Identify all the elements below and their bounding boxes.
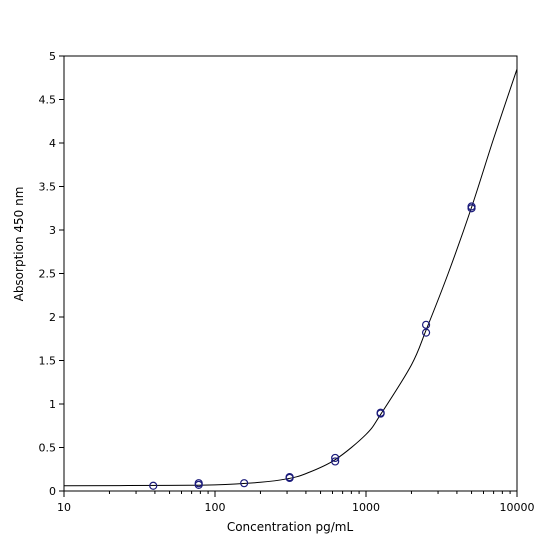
data-point bbox=[285, 472, 294, 482]
fit-curve bbox=[63, 68, 518, 487]
x-axis: 10 100 1000 10000 bbox=[57, 491, 535, 514]
data-point bbox=[376, 408, 385, 417]
y-tick-label: 1.5 bbox=[39, 355, 57, 368]
data-point bbox=[421, 328, 431, 337]
plot-frame bbox=[63, 55, 518, 492]
y-tick-label: 2.5 bbox=[39, 268, 57, 281]
x-axis-title: Concentration pg/mL bbox=[227, 520, 354, 534]
data-point bbox=[331, 457, 340, 466]
y-axis: 0 0.5 1 1.5 2 2.5 3 3.5 4 4.5 5 bbox=[39, 50, 64, 498]
data-points-layer bbox=[149, 202, 476, 490]
y-tick-label: 0.5 bbox=[39, 442, 57, 455]
fit-curve-layer bbox=[63, 68, 518, 487]
y-tick-label: 1 bbox=[49, 398, 56, 411]
data-point bbox=[467, 202, 476, 211]
x-tick-label: 100 bbox=[205, 501, 226, 514]
data-point bbox=[194, 479, 203, 488]
y-tick-label: 5 bbox=[49, 50, 56, 63]
data-point bbox=[149, 481, 158, 490]
x-tick-label: 10000 bbox=[500, 501, 535, 514]
y-tick-label: 3 bbox=[49, 224, 56, 237]
y-tick-label: 4 bbox=[49, 137, 56, 150]
y-tick-label: 2 bbox=[49, 311, 56, 324]
data-point bbox=[240, 479, 249, 488]
data-point bbox=[331, 453, 340, 463]
y-tick-label: 0 bbox=[49, 485, 56, 498]
data-point bbox=[421, 320, 431, 329]
x-tick-label: 1000 bbox=[352, 501, 380, 514]
y-axis-title: Absorption 450 nm bbox=[12, 187, 26, 302]
y-tick-label: 4.5 bbox=[39, 94, 57, 107]
y-tick-label: 3.5 bbox=[39, 181, 57, 194]
x-tick-label: 10 bbox=[57, 501, 71, 514]
